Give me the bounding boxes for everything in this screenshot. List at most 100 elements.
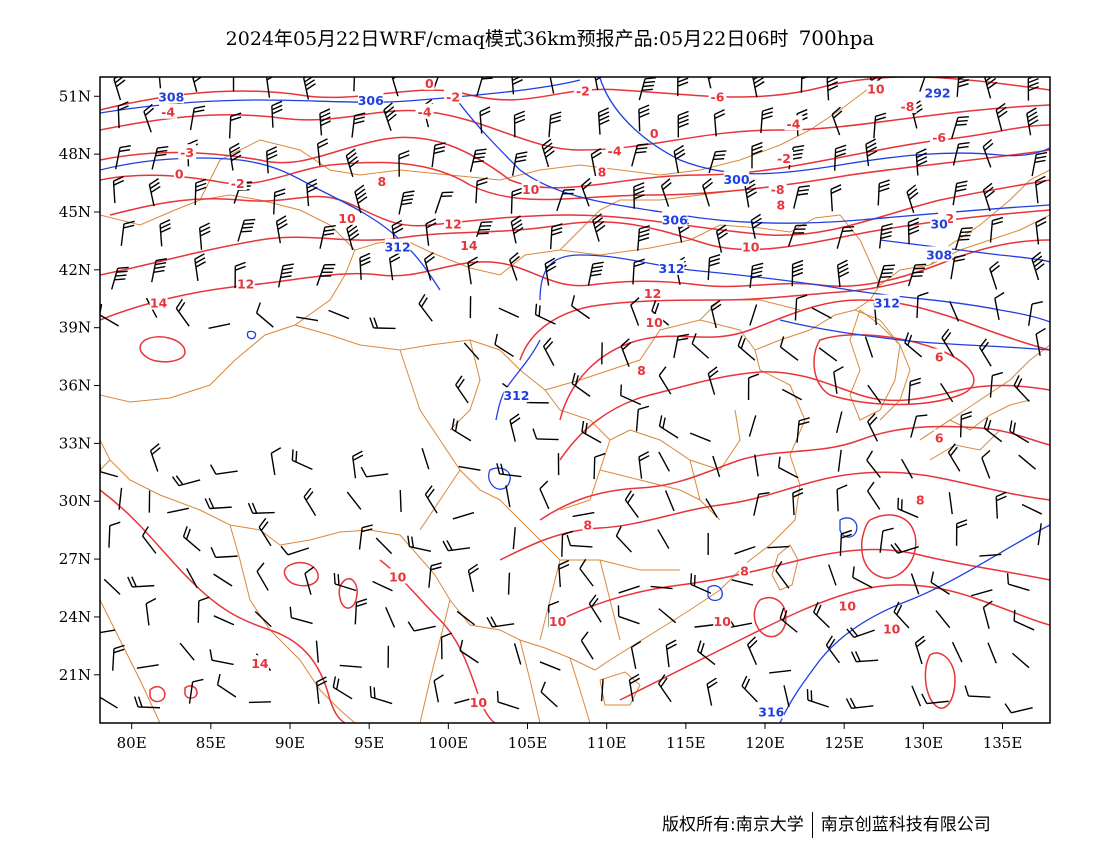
lat-tick-label: 36N bbox=[59, 377, 91, 395]
wind-barb bbox=[833, 366, 844, 394]
wind-barb bbox=[182, 526, 201, 552]
wind-barb bbox=[897, 497, 919, 519]
temperature-label-bg bbox=[838, 597, 857, 613]
height-label: 292 bbox=[925, 85, 951, 100]
wind-barb bbox=[813, 601, 830, 629]
height-contour bbox=[100, 79, 581, 114]
wind-barb bbox=[708, 150, 727, 174]
wind-barb bbox=[167, 507, 189, 514]
wind-barb bbox=[787, 224, 807, 247]
wind-barb bbox=[512, 527, 516, 550]
temp-closed-contour bbox=[338, 578, 358, 609]
wind-barb bbox=[846, 627, 875, 639]
wind-barb bbox=[713, 109, 726, 137]
wind-barb bbox=[825, 635, 841, 664]
height-label-bg bbox=[930, 215, 949, 231]
temperature-label: 8 bbox=[776, 197, 785, 212]
wind-barb bbox=[433, 674, 444, 703]
height-label: 312 bbox=[659, 261, 685, 276]
wind-barb bbox=[749, 262, 764, 288]
wind-barb bbox=[593, 452, 606, 480]
temp-contour bbox=[109, 179, 1050, 237]
wind-barb bbox=[959, 411, 973, 438]
height-label: 316 bbox=[758, 704, 784, 719]
temperature-label-bg bbox=[645, 313, 664, 329]
wind-barb bbox=[425, 218, 437, 246]
height-contour bbox=[879, 239, 1050, 263]
wind-barb bbox=[209, 649, 234, 666]
temperature-label-bg bbox=[933, 429, 945, 445]
wind-barb bbox=[1026, 107, 1039, 136]
temp-contour bbox=[619, 584, 1050, 701]
wind-barb bbox=[247, 502, 275, 514]
wind-barb bbox=[878, 223, 893, 249]
wind-barb bbox=[890, 542, 919, 554]
wind-barb bbox=[209, 464, 238, 475]
wind-barb bbox=[658, 366, 672, 395]
temp-contour bbox=[100, 489, 346, 723]
wind-barb bbox=[100, 629, 116, 634]
wind-barb bbox=[587, 261, 604, 286]
wind-barb bbox=[836, 259, 850, 288]
wind-barb bbox=[473, 221, 493, 244]
wind-barb bbox=[476, 77, 493, 97]
lat-tick-label: 30N bbox=[59, 492, 91, 510]
wind-barb bbox=[911, 685, 922, 707]
wind-barb bbox=[467, 256, 479, 285]
wind-barb bbox=[358, 524, 373, 550]
wind-barb bbox=[919, 77, 926, 92]
lat-tick-label: 45N bbox=[59, 203, 91, 221]
wind-barb bbox=[345, 148, 359, 177]
wind-barb bbox=[289, 606, 313, 625]
wind-barb bbox=[486, 616, 515, 628]
wind-barb bbox=[509, 252, 520, 281]
temperature-label: 8 bbox=[740, 564, 749, 579]
wind-barb bbox=[421, 447, 430, 470]
height-closed-contour bbox=[707, 584, 723, 602]
temperature-label-bg bbox=[173, 165, 185, 181]
temperature-label: -2 bbox=[231, 176, 245, 191]
wind-barb bbox=[1013, 609, 1035, 631]
wind-barb bbox=[270, 447, 282, 476]
wind-barb bbox=[638, 77, 657, 101]
wind-barb bbox=[775, 560, 790, 589]
wind-barb bbox=[660, 178, 672, 207]
wind-barb bbox=[1011, 652, 1030, 669]
wind-barb bbox=[951, 116, 969, 139]
wind-barb bbox=[428, 562, 442, 588]
lat-tick-label: 39N bbox=[59, 319, 91, 337]
wind-barb bbox=[319, 224, 336, 249]
wind-barb bbox=[354, 598, 368, 625]
footer-copyright: 版权所有:南京大学 bbox=[662, 815, 804, 835]
wind-barb bbox=[216, 673, 237, 698]
wind-barb bbox=[673, 144, 686, 174]
wind-barb bbox=[148, 178, 161, 207]
height-label-bg bbox=[358, 92, 384, 108]
wind-barb bbox=[423, 252, 435, 281]
map-plot-area: 0-4-2-4-2-610-8-40-4-6-30-28108-2-88-210… bbox=[99, 76, 1051, 724]
wind-barb bbox=[995, 102, 1008, 132]
wind-barb bbox=[375, 537, 393, 555]
wind-barb bbox=[876, 264, 895, 288]
temperature-label-bg bbox=[459, 236, 478, 252]
wind-barb bbox=[133, 696, 161, 709]
wind-barb bbox=[383, 102, 397, 131]
lat-tick-label: 51N bbox=[59, 87, 91, 105]
wind-barb bbox=[989, 261, 1000, 290]
wind-barb bbox=[664, 490, 675, 512]
wind-barb bbox=[873, 112, 887, 139]
wind-barb bbox=[769, 669, 792, 674]
wind-barb bbox=[204, 497, 232, 510]
wind-barb bbox=[760, 107, 774, 134]
temperature-label-bg bbox=[741, 238, 760, 254]
wind-barb bbox=[479, 106, 491, 134]
wind-barb bbox=[839, 529, 853, 556]
wind-barb bbox=[752, 77, 765, 98]
lon-tick-label: 85E bbox=[196, 734, 226, 752]
temperature-label-bg bbox=[739, 562, 750, 578]
wind-barb bbox=[339, 664, 362, 668]
wind-barb bbox=[690, 573, 712, 594]
wind-barb bbox=[731, 579, 754, 586]
wind-barb bbox=[677, 110, 689, 138]
wind-barb bbox=[867, 481, 881, 510]
